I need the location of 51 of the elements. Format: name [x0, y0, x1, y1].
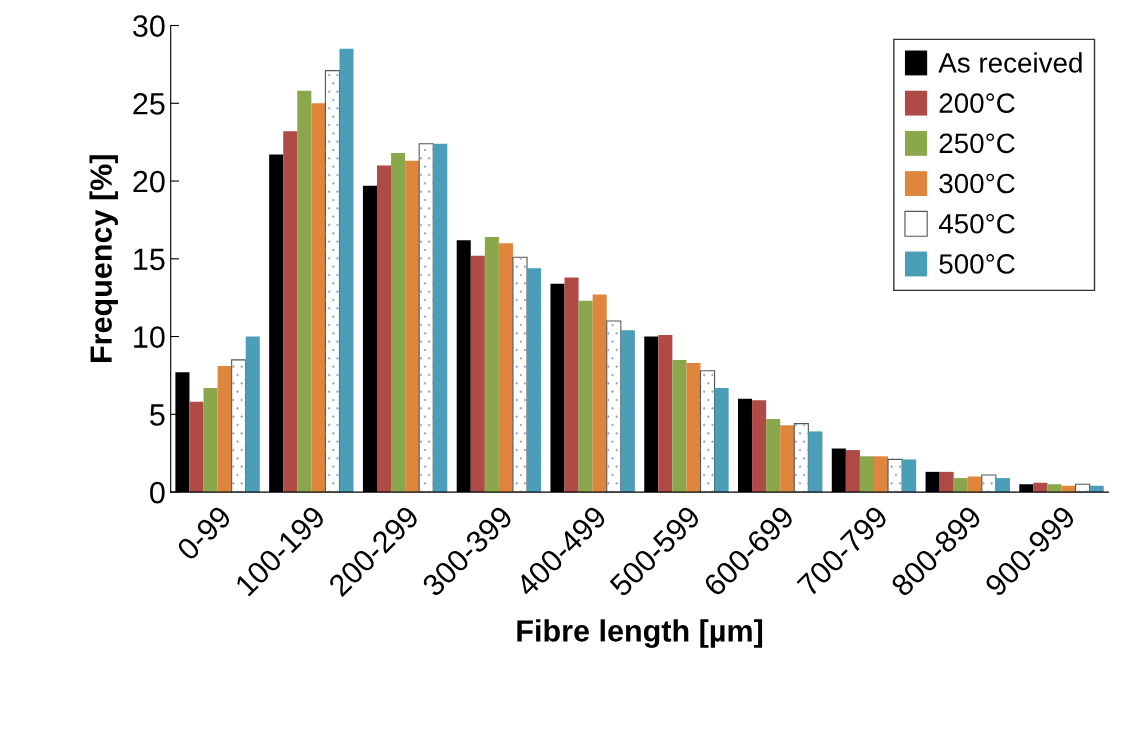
bar [297, 90, 312, 493]
legend-label: As received [938, 52, 1082, 73]
bar [686, 362, 701, 493]
bar [339, 48, 354, 493]
bar [658, 335, 673, 493]
bar [376, 165, 392, 493]
bar [498, 243, 513, 493]
bar [939, 471, 954, 493]
x-axis-title: Fibre length [µm] [517, 619, 763, 648]
bar [217, 366, 232, 493]
bar [592, 294, 607, 493]
y-tick-label: 25 [133, 93, 165, 115]
y-tick-label: 0 [150, 481, 165, 504]
bar [391, 153, 406, 493]
legend-label: 450°C [938, 213, 1015, 234]
bar [859, 456, 874, 493]
bar [808, 431, 823, 493]
y-tick-label: 10 [134, 326, 165, 348]
bar [752, 400, 767, 493]
bar [766, 418, 781, 493]
bar [470, 255, 485, 493]
bar [995, 478, 1010, 493]
bar [672, 359, 687, 493]
bar [620, 330, 635, 493]
bar [484, 237, 499, 493]
bar [245, 336, 260, 493]
legend-label: 500°C [939, 254, 1015, 274]
legend-label: 200°C [939, 93, 1015, 113]
bar [564, 277, 579, 493]
bar [311, 103, 326, 493]
bar [902, 459, 917, 493]
bar [433, 143, 448, 493]
bar [873, 456, 889, 493]
bar [405, 160, 420, 493]
bar [1047, 484, 1062, 493]
bar [845, 450, 860, 493]
bar [283, 131, 298, 493]
y-axis-title: Frequency [%] [89, 155, 118, 363]
y-tick-label: 30 [133, 15, 165, 37]
legend-label: 250°C [939, 133, 1015, 154]
y-tick-label: 20 [133, 170, 165, 193]
bar [780, 425, 795, 493]
bar [189, 401, 204, 493]
bar [203, 387, 218, 493]
y-tick-label: 15 [134, 248, 165, 271]
bar [953, 478, 968, 493]
bar [527, 268, 542, 493]
bar [714, 387, 729, 493]
bar [578, 300, 593, 493]
y-tick-label: 5 [150, 404, 165, 426]
legend-label: 300°C [939, 173, 1015, 194]
